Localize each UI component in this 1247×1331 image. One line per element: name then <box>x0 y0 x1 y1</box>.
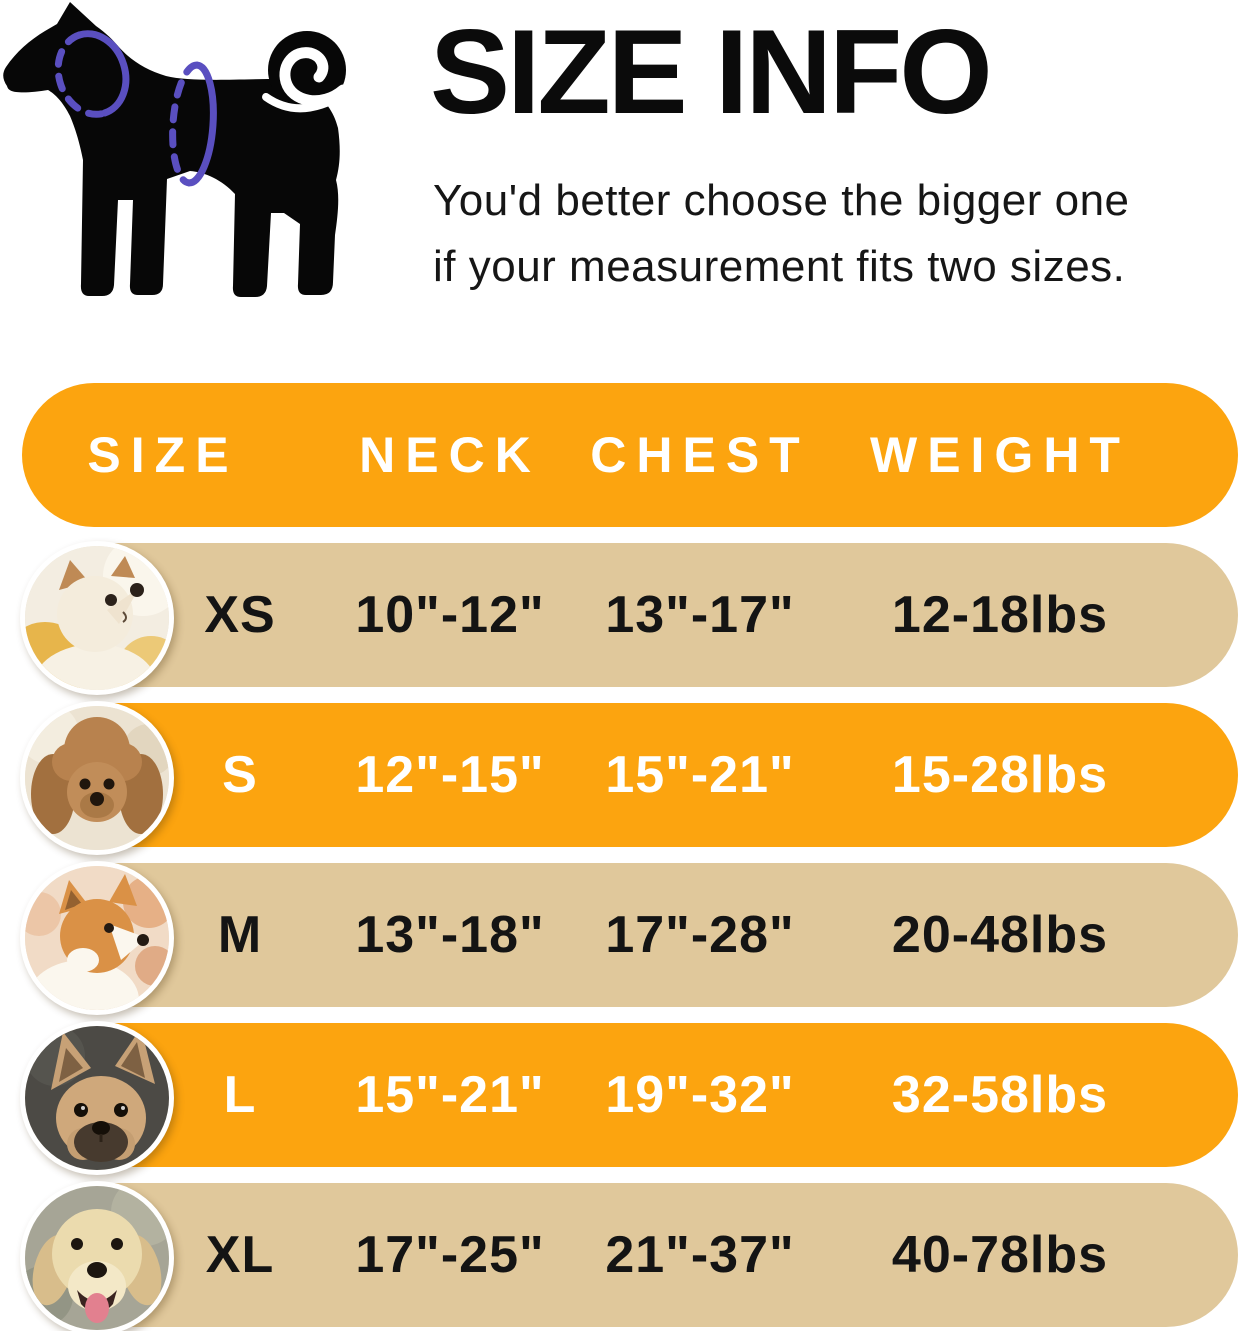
weight-value: 40-78lbs <box>891 1226 1109 1284</box>
chest-value: 19"-32" <box>605 1066 795 1124</box>
neck-value: 12"-15" <box>355 746 545 804</box>
size-value: XL <box>205 1226 275 1284</box>
chest-value: 21"-37" <box>605 1226 795 1284</box>
row-pill <box>38 543 1238 687</box>
column-header-size: SIZE <box>87 427 239 483</box>
dog-silhouette-icon <box>3 2 349 297</box>
weight-value: 32-58lbs <box>891 1066 1109 1124</box>
page-subtitle: You'd better choose the bigger one if yo… <box>433 168 1130 300</box>
subtitle-line-2: if your measurement fits two sizes. <box>433 242 1126 291</box>
chest-value: 13"-17" <box>605 586 795 644</box>
row-pill <box>38 1023 1238 1167</box>
french-bulldog-photo <box>20 1021 174 1175</box>
neck-value: 17"-25" <box>355 1226 545 1284</box>
chest-measure-loop <box>169 61 217 187</box>
column-header-weight: WEIGHT <box>870 427 1130 483</box>
size-value: L <box>223 1066 257 1124</box>
table-header-row: SIZE NECK CHEST WEIGHT <box>0 383 1247 527</box>
neck-measure-loop <box>54 30 130 118</box>
weight-value: 15-28lbs <box>891 746 1109 804</box>
chest-value: 15"-21" <box>605 746 795 804</box>
labrador-photo <box>20 1181 174 1331</box>
row-pill <box>38 1183 1238 1327</box>
size-value: XS <box>204 586 276 644</box>
size-table: SIZE NECK CHEST WEIGHT <box>0 383 1247 1331</box>
neck-value: 13"-18" <box>355 906 545 964</box>
column-header-chest: CHEST <box>590 427 810 483</box>
weight-value: 20-48lbs <box>891 906 1109 964</box>
neck-value: 15"-21" <box>355 1066 545 1124</box>
header-pill <box>22 383 1238 527</box>
chest-value: 17"-28" <box>605 906 795 964</box>
subtitle-line-1: You'd better choose the bigger one <box>433 176 1130 225</box>
row-pill <box>38 863 1238 1007</box>
page-title: SIZE INFO <box>430 5 993 139</box>
table-row-xl: XL 17"-25" 21"-37" 40-78lbs <box>0 1181 1247 1331</box>
table-row-s: S 12"-15" 15"-21" 15-28lbs <box>0 701 1247 855</box>
neck-value: 10"-12" <box>355 586 545 644</box>
column-header-neck: NECK <box>359 427 541 483</box>
toy-poodle-photo <box>20 701 174 855</box>
size-value: S <box>222 746 258 804</box>
size-value: M <box>217 906 263 964</box>
table-row-xs: XS 10"-12" 13"-17" 12-18lbs <box>0 541 1247 695</box>
weight-value: 12-18lbs <box>891 586 1109 644</box>
table-row-m: M 13"-18" 17"-28" 20-48lbs <box>0 861 1247 1015</box>
table-row-l: L 15"-21" 19"-32" 32-58lbs <box>0 1021 1247 1175</box>
dog-measurement-diagram <box>0 0 360 315</box>
shiba-inu-photo <box>20 861 174 1015</box>
pomeranian-photo <box>20 541 174 695</box>
row-pill <box>38 703 1238 847</box>
